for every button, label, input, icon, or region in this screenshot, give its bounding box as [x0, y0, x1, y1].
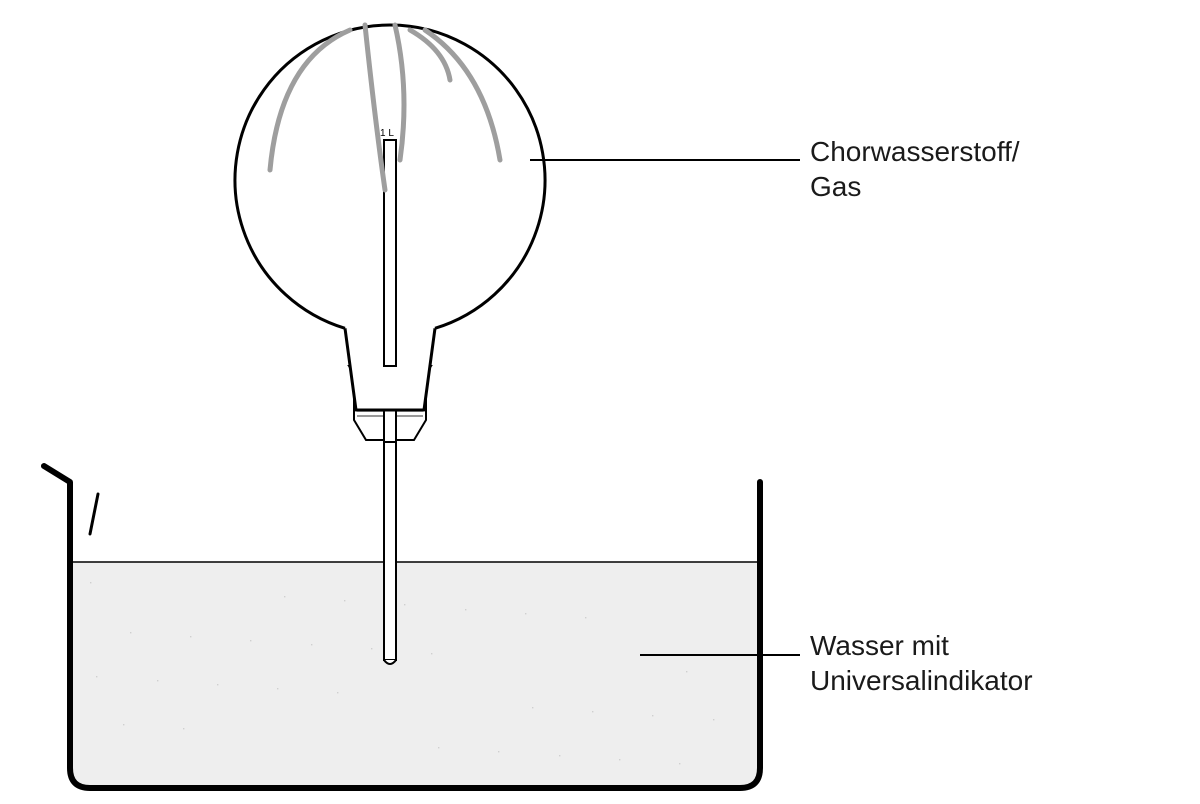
speckle	[532, 707, 533, 708]
speckle	[585, 617, 586, 618]
glass-tube-in-flask	[384, 140, 396, 366]
flask-volume-mark: 1 L	[380, 128, 394, 139]
speckle	[438, 747, 439, 748]
speckle	[337, 692, 338, 693]
speckle	[190, 636, 191, 637]
speckle	[431, 653, 432, 654]
label-flask-line1: Chorwasserstoff/	[810, 136, 1020, 167]
speckle	[277, 688, 278, 689]
speckle	[96, 676, 97, 677]
speckle	[157, 680, 158, 681]
speckle	[404, 604, 405, 605]
label-beaker: Wasser mit Universalindikator	[810, 628, 1033, 698]
label-beaker-line1: Wasser mit	[810, 630, 949, 661]
beaker-water	[70, 562, 760, 788]
label-beaker-line2: Universalindikator	[810, 665, 1033, 696]
speckle	[592, 711, 593, 712]
speckle	[217, 684, 218, 685]
speckle	[183, 728, 184, 729]
speckle	[250, 640, 251, 641]
beaker-tick	[90, 494, 98, 534]
speckle	[311, 644, 312, 645]
speckle	[559, 755, 560, 756]
speckle	[498, 751, 499, 752]
speckle	[713, 719, 714, 720]
speckle	[619, 759, 620, 760]
speckle	[525, 613, 526, 614]
speckle	[344, 600, 345, 601]
speckle	[686, 671, 687, 672]
speckle	[652, 715, 653, 716]
speckle	[465, 609, 466, 610]
label-flask-line2: Gas	[810, 171, 861, 202]
speckle	[679, 763, 680, 764]
speckle	[90, 582, 91, 583]
speckle	[284, 596, 285, 597]
label-flask: Chorwasserstoff/ Gas	[810, 134, 1020, 204]
speckle	[130, 632, 131, 633]
speckle	[371, 648, 372, 649]
speckle	[123, 724, 124, 725]
